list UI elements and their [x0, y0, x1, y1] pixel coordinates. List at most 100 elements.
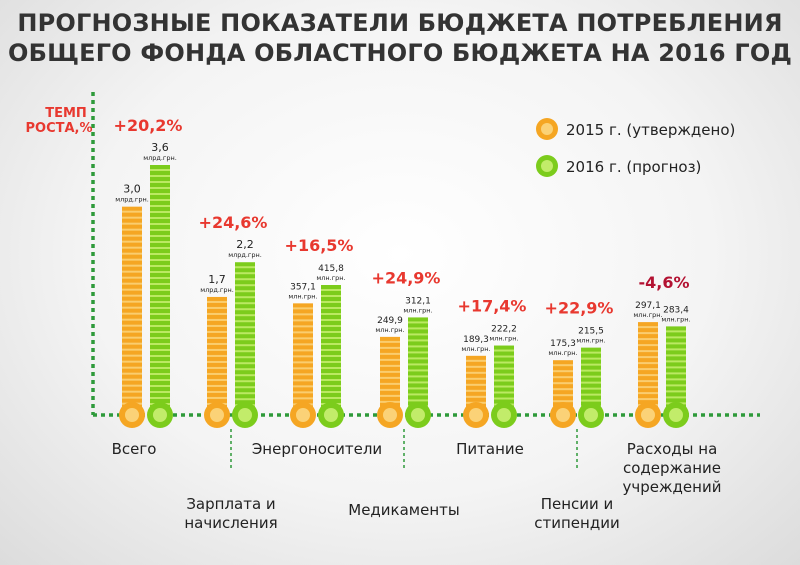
bar-2016-3-stripe	[408, 375, 428, 378]
bar-2015-2-stripe	[293, 343, 313, 346]
unit-label-2015-1: млрд.грн.	[200, 286, 234, 294]
bar-2015-3-base-inner	[383, 408, 397, 422]
bar-2015-4-stripe	[466, 359, 486, 362]
bar-2016-1-stripe	[235, 338, 255, 341]
bar-2016-0-stripe	[150, 355, 170, 357]
bar-2015-0-stripe	[122, 288, 142, 291]
bar-2016-4-stripe	[494, 391, 514, 394]
bar-2016-6-stripe	[666, 384, 686, 387]
bar-2015-1-stripe	[207, 336, 227, 339]
value-label-2016-2: 415,8	[318, 264, 344, 274]
bar-2016-2-stripe	[321, 313, 341, 315]
category-label-1-line-1: начисления	[184, 514, 277, 532]
bar-2016-4-base-inner	[497, 408, 511, 422]
bar-2016-0-stripe	[150, 193, 170, 195]
bar-2015-1-stripe	[207, 372, 227, 375]
bar-2016-0-stripe	[150, 229, 170, 231]
unit-label-2015-4: млн.грн.	[461, 345, 490, 353]
bar-2015-0-stripe	[122, 240, 142, 243]
bar-2015-0-stripe	[122, 384, 142, 387]
bar-2016-0-stripe	[150, 343, 170, 345]
bar-2016-0-stripe	[150, 271, 170, 273]
bar-2016-3-stripe	[408, 357, 428, 360]
unit-label-2016-1: млрд.грн.	[228, 251, 262, 259]
bar-2016-0-stripe	[150, 205, 170, 207]
bar-2016-6-stripe	[666, 342, 686, 345]
value-label-2015-5: 175,3	[550, 339, 576, 349]
bar-2016-0-stripe	[150, 235, 170, 237]
bar-2015-6-stripe	[638, 344, 658, 347]
bar-2016-2-stripe	[321, 295, 341, 297]
value-label-2015-2: 357,1	[290, 282, 316, 292]
unit-label-2016-5: млн.грн.	[576, 337, 605, 345]
bar-2016-1-stripe	[235, 344, 255, 347]
bar-2015-0-stripe	[122, 372, 142, 375]
bar-2016-3	[405, 317, 431, 428]
bar-2016-0-stripe	[150, 211, 170, 213]
bar-2016-1-stripe	[235, 380, 255, 383]
bar-2015-2-base-inner	[296, 408, 310, 422]
bar-2015-6-stripe	[638, 380, 658, 383]
bar-2016-1-stripe	[235, 356, 255, 359]
bar-2016-6-stripe	[666, 366, 686, 369]
bar-2016-0-stripe	[150, 187, 170, 189]
bar-2015-6-base-inner	[641, 408, 655, 422]
bar-2016-0-stripe	[150, 217, 170, 219]
value-label-2016-0: 3,6	[151, 141, 169, 154]
bar-2016-1-stripe	[235, 278, 255, 281]
bar-2015-2-stripe	[293, 379, 313, 382]
bar-2015-3-stripe	[380, 358, 400, 361]
category-label-3-line-0: Медикаменты	[348, 501, 459, 519]
bar-2016-0	[147, 165, 173, 428]
bar-2015-0-stripe	[122, 324, 142, 327]
bar-2015-2-stripe	[293, 325, 313, 328]
bar-2015-0-stripe	[122, 210, 142, 213]
bar-2015-1-stripe	[207, 396, 227, 399]
bar-2015-6-stripe	[638, 398, 658, 401]
bar-2015-4	[463, 355, 489, 428]
bar-2016-4	[491, 345, 517, 428]
bar-2015-0-stripe	[122, 234, 142, 237]
unit-label-2016-4: млн.грн.	[489, 335, 518, 343]
bar-2016-1-stripe	[235, 290, 255, 293]
unit-label-2015-3: млн.грн.	[375, 326, 404, 334]
bar-2015-3-stripe	[380, 346, 400, 349]
unit-label-2016-6: млн.грн.	[661, 315, 690, 323]
bar-2016-0-stripe	[150, 199, 170, 201]
bar-2016-0-stripe	[150, 379, 170, 381]
bar-2015-0	[119, 206, 145, 428]
bar-2016-0-stripe	[150, 277, 170, 279]
bar-2015-6-stripe	[638, 332, 658, 335]
bar-2016-0-stripe	[150, 367, 170, 369]
bar-2015-0-stripe	[122, 318, 142, 321]
bar-2016-0-stripe	[150, 319, 170, 321]
bar-2015-5-stripe	[553, 364, 573, 367]
bar-2015-0-stripe	[122, 216, 142, 219]
bar-2015-0-stripe	[122, 222, 142, 225]
value-label-2016-6: 283,4	[663, 305, 689, 315]
bar-2015-0-stripe	[122, 312, 142, 315]
bar-2015-5-stripe	[553, 400, 573, 403]
bar-2016-4-stripe	[494, 355, 514, 358]
bar-2016-4-stripe	[494, 385, 514, 388]
bar-2015-0-stripe	[122, 246, 142, 249]
category-label-1-line-0: Зарплата и	[186, 495, 275, 513]
bar-2016-3-stripe	[408, 333, 428, 336]
bar-2016-5-stripe	[581, 375, 601, 378]
bar-2015-3-stripe	[380, 370, 400, 373]
bar-2016-2-stripe	[321, 343, 341, 345]
bar-2015-6-stripe	[638, 350, 658, 353]
bar-2016-2-stripe	[321, 289, 341, 291]
bar-2016-0-stripe	[150, 181, 170, 183]
bar-2016-0-stripe	[150, 265, 170, 267]
bar-2015-4-stripe	[466, 383, 486, 386]
bar-2016-2-stripe	[321, 325, 341, 327]
bar-2015-6-stripe	[638, 326, 658, 329]
growth-label-0: +20,2%	[114, 116, 183, 135]
bar-2015-0-stripe	[122, 342, 142, 345]
bar-2016-2-stripe	[321, 367, 341, 369]
chart-title-line-1: ПРОГНОЗНЫЕ ПОКАЗАТЕЛИ БЮДЖЕТА ПОТРЕБЛЕНИ…	[17, 9, 783, 37]
bar-2015-6-stripe	[638, 374, 658, 377]
bar-2016-0-stripe	[150, 307, 170, 309]
growth-label-4: +17,4%	[458, 297, 527, 316]
